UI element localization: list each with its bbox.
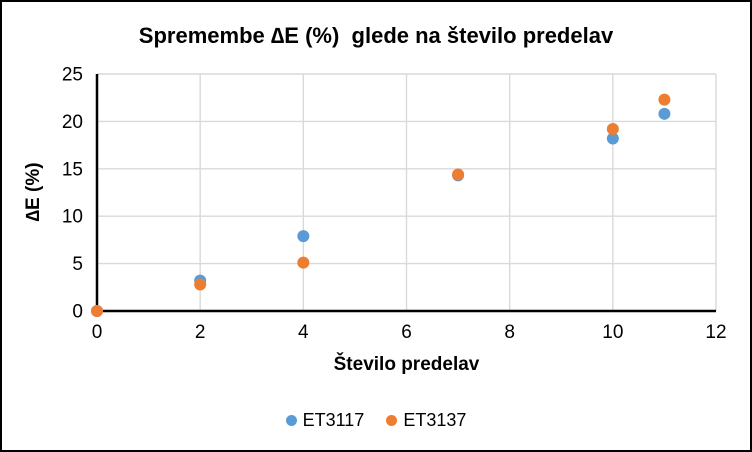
legend-marker-et3137-icon	[386, 415, 398, 426]
legend: ET3117 ET3137	[2, 410, 750, 431]
x-tick-label: 2	[195, 322, 206, 343]
x-tick-label: 10	[602, 322, 623, 343]
data-point-ET3137	[658, 93, 671, 106]
data-point-ET3137	[194, 278, 207, 291]
y-tick-label: 20	[62, 112, 83, 133]
x-tick-label: 4	[298, 322, 309, 343]
data-point-ET3137	[91, 305, 103, 317]
data-point-ET3137	[452, 168, 465, 181]
legend-marker-et3117-icon	[285, 415, 297, 426]
y-tick-label: 10	[62, 207, 83, 228]
y-tick-label: 25	[62, 65, 83, 86]
data-point-ET3117	[658, 107, 671, 120]
x-tick-label: 12	[705, 322, 726, 343]
y-tick-label: 0	[72, 302, 83, 323]
y-tick-label: 5	[72, 254, 83, 275]
x-tick-label: 8	[504, 322, 515, 343]
data-point-ET3117	[606, 132, 619, 145]
x-tick-label: 6	[401, 322, 412, 343]
x-tick-label: 0	[92, 322, 103, 343]
data-point-ET3137	[606, 122, 619, 135]
y-axis-title: ∆E (%)	[23, 162, 44, 222]
y-tick-label: 15	[62, 159, 83, 180]
legend-label-et3117: ET3117	[302, 410, 365, 430]
x-axis-title: Število predelav	[333, 354, 480, 375]
chart-title: Spremembe ∆E (%) glede na število predel…	[138, 23, 614, 48]
data-point-ET3137	[297, 256, 310, 269]
legend-label-et3137: ET3137	[403, 410, 467, 430]
data-point-ET3117	[297, 230, 310, 243]
legend-item-et3117[interactable]: ET3117	[285, 410, 365, 431]
legend-item-et3137[interactable]: ET3137	[386, 410, 466, 431]
